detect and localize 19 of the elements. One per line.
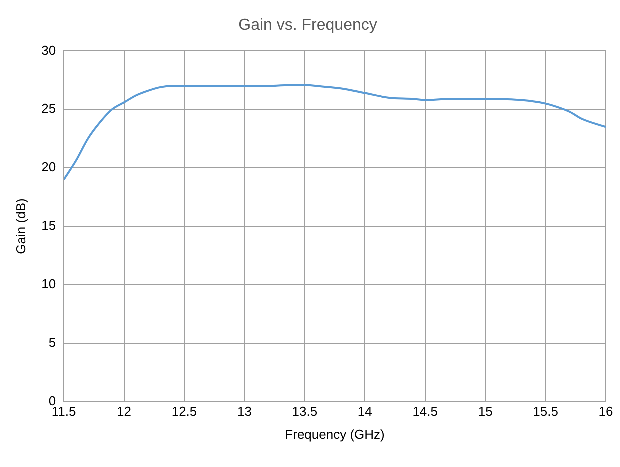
line-series [64, 84, 606, 181]
x-tick-label: 12 [117, 404, 132, 420]
x-tick-label: 13.5 [292, 404, 318, 420]
x-tick-label: 15.5 [533, 404, 558, 420]
y-tick-label: 5 [48, 334, 56, 350]
y-tick-label: 20 [42, 160, 56, 175]
chart-title: Gain vs. Frequency [238, 17, 378, 34]
x-tick-label: 14.5 [412, 404, 438, 420]
y-tick-label: 30 [42, 42, 56, 58]
x-axis-title: Frequency (GHz) [285, 426, 385, 442]
y-axis-title: Gain (dB) [13, 198, 28, 254]
y-tick-label: 25 [42, 101, 56, 116]
x-tick-label: 13 [237, 404, 252, 420]
y-tick-label: 10 [42, 276, 56, 292]
x-tick-label: 14 [358, 404, 372, 420]
x-tick-label: 12.5 [172, 404, 198, 420]
x-tick-label: 16 [598, 404, 614, 420]
y-tick-label: 15 [42, 218, 56, 234]
x-tick-label: 15 [478, 404, 493, 420]
